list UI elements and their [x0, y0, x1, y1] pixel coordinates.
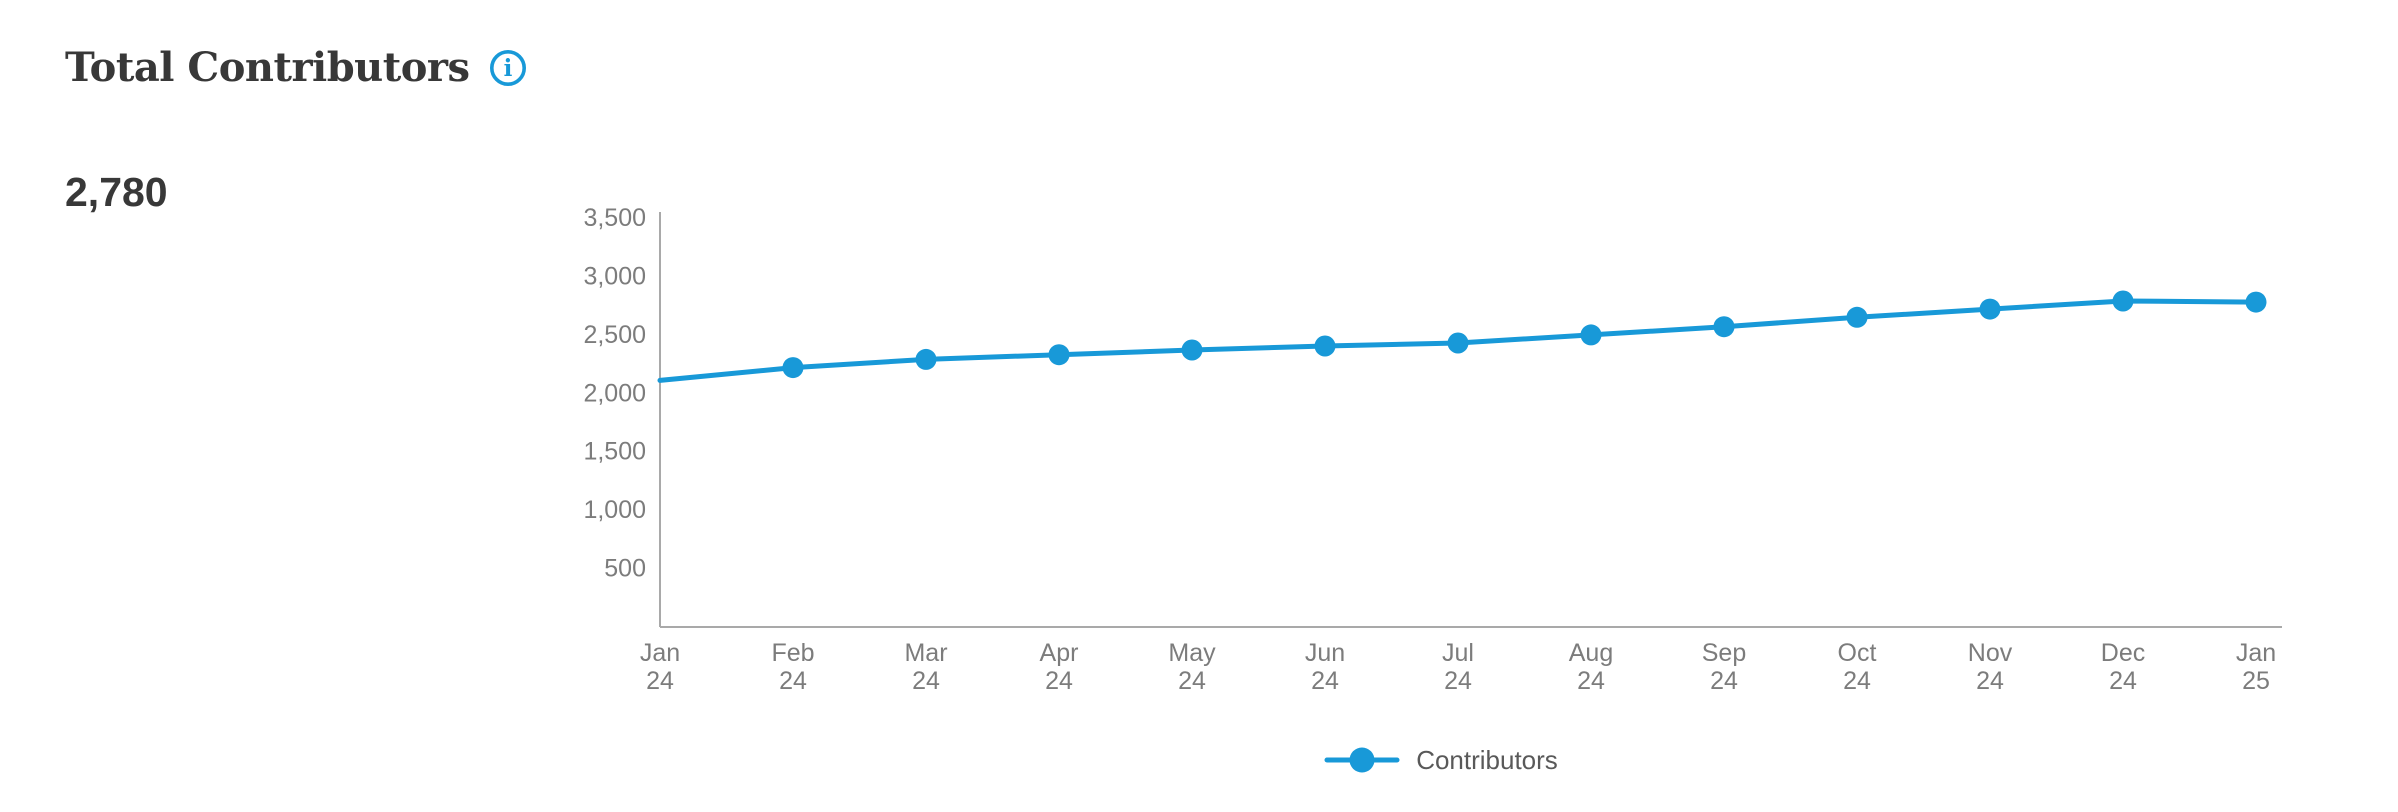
info-icon-glyph: i: [503, 55, 512, 82]
svg-text:2,500: 2,500: [583, 321, 646, 349]
chart-legend[interactable]: Contributors: [600, 738, 2282, 782]
legend-line-dot-icon: [1324, 747, 1400, 773]
card-header: Total Contributors i: [65, 48, 528, 88]
svg-text:500: 500: [604, 555, 646, 583]
metric-value: 2,780: [65, 169, 168, 215]
page-title: Total Contributors: [65, 44, 470, 91]
svg-text:1,000: 1,000: [583, 496, 646, 524]
svg-text:3,000: 3,000: [583, 262, 646, 290]
info-icon[interactable]: i: [488, 48, 528, 88]
svg-text:3,500: 3,500: [583, 204, 646, 232]
svg-text:2,000: 2,000: [583, 379, 646, 407]
legend-label: Contributors: [1416, 745, 1558, 775]
svg-text:1,500: 1,500: [583, 438, 646, 466]
